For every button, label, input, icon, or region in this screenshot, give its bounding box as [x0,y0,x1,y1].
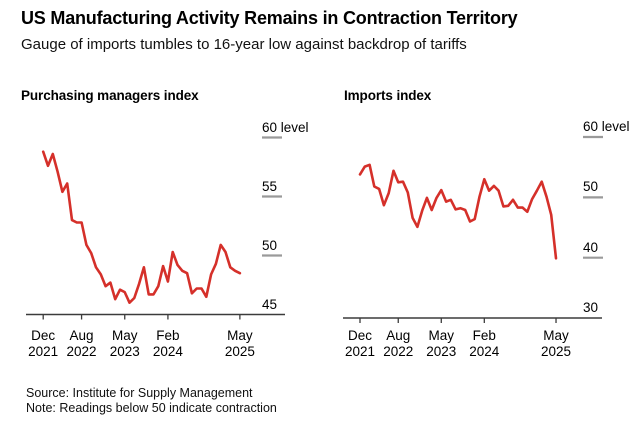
imports-x-tick-label: May 2025 [528,328,584,359]
imports-series-line [358,163,558,260]
figure-title: US Manufacturing Activity Remains in Con… [21,8,518,28]
x-tick-month: Feb [472,328,496,343]
x-tick-year: 2021 [344,343,376,359]
note-line: Note: Readings below 50 indicate contrac… [26,401,277,415]
imports-y-tick-label: 60 level [583,119,630,134]
x-tick-year: 2025 [540,343,572,359]
pmi-y-tick-label: 60 level [262,119,309,135]
x-tick-month: Feb [156,328,180,343]
left-chart-title: Purchasing managers index [21,88,199,103]
x-tick-month: May [227,328,253,343]
figure-subtitle: Gauge of imports tumbles to 16-year low … [21,36,467,53]
x-tick-year: 2022 [66,343,97,359]
imports-x-tick-label: Feb 2024 [456,328,512,359]
pmi-x-tick-label: Feb 2024 [140,328,196,359]
x-tick-month: May [428,328,455,343]
pmi-y-tick-label: 50 [262,237,278,253]
x-tick-year: 2023 [426,343,457,359]
imports-x-tick-label: Aug 2022 [370,328,426,359]
x-tick-month: Aug [386,328,411,343]
x-tick-month: Aug [69,328,94,343]
imports-x-tick-label: Dec 2021 [332,328,388,359]
imports-y-tick-label: 30 [583,300,599,315]
x-tick-month: May [543,328,569,343]
footer: Source: Institute for Supply Management … [26,386,277,416]
pmi-series-line [41,150,242,305]
x-tick-month: Dec [31,328,56,343]
right-chart-title: Imports index [344,88,432,103]
pmi-x-tick-label: May 2025 [212,328,268,359]
x-tick-year: 2025 [224,343,255,359]
pmi-y-tick-label: 45 [262,296,278,312]
x-tick-year: 2024 [152,343,183,359]
pmi-x-tick-label: Aug 2022 [54,328,110,359]
x-tick-year: 2022 [383,343,414,359]
x-tick-year: 2021 [28,343,59,359]
imports-y-tick-label: 40 [583,239,599,255]
pmi-x-tick-label: Dec 2021 [15,328,71,359]
source-line: Source: Institute for Supply Management [26,386,253,400]
x-tick-year: 2023 [109,343,140,359]
imports-y-tick-label: 50 [583,179,599,195]
x-tick-year: 2024 [469,343,500,359]
x-tick-month: May [111,328,138,343]
imports-x-tick-label: May 2023 [413,328,469,359]
pmi-x-tick-label: May 2023 [97,328,153,359]
pmi-y-tick-label: 55 [262,178,278,194]
x-tick-month: Dec [347,328,372,343]
